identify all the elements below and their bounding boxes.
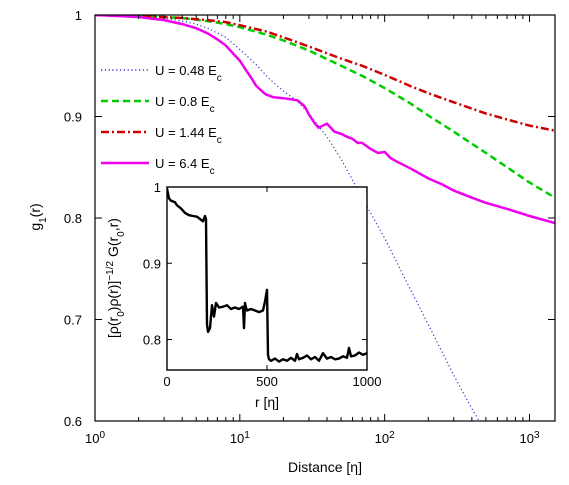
legend-label-subscript: c — [210, 104, 215, 115]
main-series-layer — [95, 15, 555, 421]
x-tick-label-base: 10 — [230, 431, 244, 446]
x-tick-label-base: 10 — [519, 431, 533, 446]
y-axis-label: g1(r) — [27, 203, 49, 230]
legend-label-text: U = 0.8 E — [155, 94, 210, 109]
legend-label: U = 6.4 Ec — [155, 156, 215, 177]
inset-series-layer — [167, 188, 367, 363]
y-axis-label-subscript: 1 — [38, 217, 49, 223]
x-tick-label-exponent: 3 — [534, 430, 540, 441]
inset-y-axis-label-part: [ρ(r — [105, 316, 121, 338]
x-tick-label-base: 10 — [85, 431, 99, 446]
inset-y-axis-label-part: ,r) — [105, 218, 121, 231]
y-tick-label: 0.6 — [64, 414, 82, 429]
inset-x-tick-label: 500 — [256, 374, 278, 389]
x-axis-label: Distance [η] — [288, 459, 362, 475]
legend-label-text: U = 6.4 E — [155, 156, 210, 171]
inset-x-tick-label: 0 — [163, 374, 170, 389]
x-tick-label: 102 — [375, 430, 395, 447]
legend-label-subscript: c — [217, 73, 222, 84]
series-line-4 — [95, 15, 555, 225]
inset-y-axis-label-part: G(r — [105, 236, 121, 260]
inset-y-tick-label: 0.8 — [143, 333, 161, 348]
legend-label-text: U = 0.48 E — [155, 63, 217, 78]
y-tick-label: 0.8 — [64, 211, 82, 226]
series-line-3 — [95, 15, 555, 132]
legend-label-subscript: c — [210, 166, 215, 177]
inset-x-tick-label: 1000 — [353, 374, 382, 389]
y-tick-label: 1 — [75, 8, 82, 23]
legend-label-subscript: c — [217, 135, 222, 146]
legend-label: U = 1.44 Ec — [155, 125, 222, 146]
y-axis-label-main: g — [27, 223, 43, 231]
inset-series-line — [167, 188, 367, 363]
inset-x-axis-label: r [η] — [255, 394, 279, 410]
inset-y-axis-label: [ρ(r0)ρ(r)]−1/2 G(r0,r) — [105, 218, 127, 338]
legend: U = 0.48 EcU = 0.8 EcU = 1.44 EcU = 6.4 … — [101, 63, 222, 177]
legend-label: U = 0.8 Ec — [155, 94, 215, 115]
x-tick-label: 103 — [519, 430, 539, 447]
y-tick-label: 0.7 — [64, 313, 82, 328]
y-tick-label: 0.9 — [64, 110, 82, 125]
x-tick-label-exponent: 0 — [99, 430, 105, 441]
inset-y-axis-label-part: )ρ(r)] — [105, 281, 121, 312]
inset-y-tick-label: 1 — [154, 180, 161, 195]
x-tick-label: 100 — [85, 430, 105, 447]
inset-y-tick-label: 0.9 — [143, 256, 161, 271]
x-tick-label-exponent: 1 — [244, 430, 250, 441]
x-tick-label-exponent: 2 — [389, 430, 395, 441]
inset-tick-layer: 0 500 1000 0.8 0.9 1 — [143, 180, 382, 389]
y-axis-label-suffix: (r) — [27, 203, 43, 217]
inset-y-axis-label-part: −1/2 — [105, 261, 116, 281]
legend-label: U = 0.48 Ec — [155, 63, 222, 84]
inset-y-axis-label-part: 0 — [116, 311, 127, 317]
x-tick-label-base: 10 — [375, 431, 389, 446]
x-tick-label: 101 — [230, 430, 250, 447]
legend-label-text: U = 1.44 E — [155, 125, 217, 140]
inset-y-axis-label-part: 0 — [116, 231, 127, 237]
